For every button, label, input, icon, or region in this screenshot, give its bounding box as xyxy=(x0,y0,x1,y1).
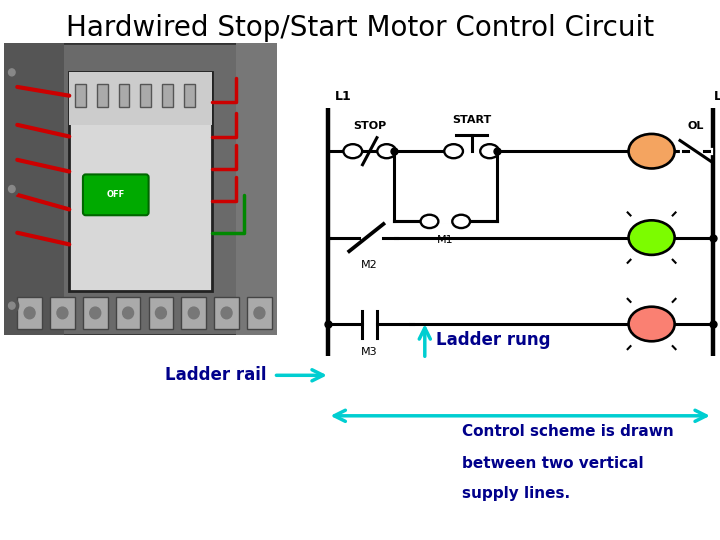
Circle shape xyxy=(24,307,35,319)
Text: STOP: STOP xyxy=(353,120,387,131)
Circle shape xyxy=(122,307,134,319)
Circle shape xyxy=(254,307,265,319)
Circle shape xyxy=(9,69,15,76)
Text: Hardwired Stop/Start Motor Control Circuit: Hardwired Stop/Start Motor Control Circu… xyxy=(66,14,654,42)
Circle shape xyxy=(444,144,463,158)
Text: M3: M3 xyxy=(361,347,378,357)
Circle shape xyxy=(629,307,675,341)
Text: M1: M1 xyxy=(437,235,454,245)
FancyBboxPatch shape xyxy=(236,43,277,335)
Circle shape xyxy=(420,215,438,228)
Text: supply lines.: supply lines. xyxy=(462,486,570,501)
Circle shape xyxy=(5,65,19,79)
FancyBboxPatch shape xyxy=(83,174,148,215)
Text: M: M xyxy=(645,145,658,158)
Text: OFF: OFF xyxy=(107,190,125,199)
Text: START: START xyxy=(452,115,491,125)
FancyBboxPatch shape xyxy=(17,297,42,329)
FancyBboxPatch shape xyxy=(69,72,212,291)
Text: between two vertical: between two vertical xyxy=(462,456,644,471)
Circle shape xyxy=(188,307,199,319)
Circle shape xyxy=(629,220,675,255)
Text: Ladder rail: Ladder rail xyxy=(165,366,266,384)
Circle shape xyxy=(90,307,101,319)
Circle shape xyxy=(5,181,19,197)
Text: Control scheme is drawn: Control scheme is drawn xyxy=(462,424,674,439)
Text: L1: L1 xyxy=(335,90,351,103)
Circle shape xyxy=(5,298,19,313)
Text: R: R xyxy=(647,318,657,330)
FancyBboxPatch shape xyxy=(4,43,64,335)
FancyBboxPatch shape xyxy=(184,84,195,107)
Circle shape xyxy=(629,134,675,168)
FancyBboxPatch shape xyxy=(162,84,174,107)
FancyBboxPatch shape xyxy=(119,84,130,107)
FancyBboxPatch shape xyxy=(116,297,140,329)
Text: OL: OL xyxy=(688,120,704,131)
Text: M2: M2 xyxy=(361,260,378,271)
Circle shape xyxy=(57,307,68,319)
Circle shape xyxy=(9,186,15,192)
FancyBboxPatch shape xyxy=(140,84,151,107)
FancyBboxPatch shape xyxy=(215,297,239,329)
FancyBboxPatch shape xyxy=(247,297,271,329)
FancyBboxPatch shape xyxy=(181,297,206,329)
FancyBboxPatch shape xyxy=(96,84,107,107)
FancyBboxPatch shape xyxy=(75,84,86,107)
Circle shape xyxy=(452,215,470,228)
Circle shape xyxy=(9,302,15,309)
Text: L2: L2 xyxy=(714,90,720,103)
FancyBboxPatch shape xyxy=(83,297,107,329)
Circle shape xyxy=(480,144,499,158)
Circle shape xyxy=(343,144,362,158)
FancyBboxPatch shape xyxy=(69,72,212,125)
FancyBboxPatch shape xyxy=(148,297,174,329)
Circle shape xyxy=(221,307,232,319)
FancyBboxPatch shape xyxy=(4,43,277,335)
Circle shape xyxy=(156,307,166,319)
Circle shape xyxy=(377,144,396,158)
Text: Ladder rung: Ladder rung xyxy=(436,331,550,349)
Text: G: G xyxy=(647,231,657,244)
FancyBboxPatch shape xyxy=(50,297,75,329)
